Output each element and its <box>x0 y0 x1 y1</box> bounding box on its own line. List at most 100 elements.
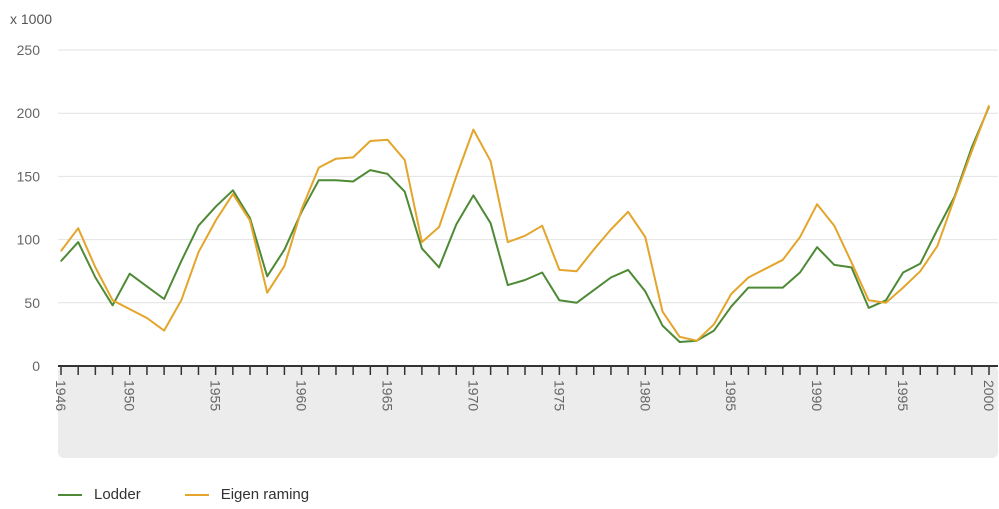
x-tick-label-2000: 2000 <box>981 380 997 411</box>
x-tick-label-1990: 1990 <box>809 380 825 411</box>
point-1-1983 <box>696 340 698 342</box>
point-1-1999 <box>971 150 973 152</box>
point-1-1979 <box>627 211 629 213</box>
point-1-1988 <box>782 259 784 261</box>
x-tick-label-1950: 1950 <box>122 380 138 411</box>
point-1-1997 <box>936 245 939 247</box>
point-1-1977 <box>593 249 595 251</box>
grid-lines <box>58 49 998 304</box>
legend: Lodder Eigen raming <box>58 486 339 503</box>
point-1-1963 <box>352 156 354 159</box>
y-tick-label-250: 250 <box>17 42 41 58</box>
point-1-1984 <box>713 323 715 325</box>
point-1-1995 <box>902 287 904 289</box>
point-0-1984 <box>713 330 715 332</box>
point-1-1962 <box>335 158 337 160</box>
point-1-1950 <box>129 308 131 310</box>
point-1-1949 <box>111 299 114 301</box>
point-0-1962 <box>335 179 337 181</box>
x-tick-label-1965: 1965 <box>380 380 396 411</box>
point-1-1975 <box>558 269 560 271</box>
y-tick-label-0: 0 <box>32 358 40 374</box>
legend-swatch-eigen-raming <box>184 493 209 496</box>
point-0-1973 <box>524 279 526 281</box>
point-1-1991 <box>833 225 835 227</box>
point-1-1947 <box>77 227 79 229</box>
point-0-1991 <box>833 264 835 266</box>
point-1-1980 <box>644 236 646 238</box>
point-1-1969 <box>455 175 457 177</box>
point-0-1979 <box>627 269 629 271</box>
point-1-1955 <box>215 220 217 222</box>
point-0-1959 <box>283 249 286 251</box>
point-1-1981 <box>661 311 664 313</box>
point-1-1946 <box>60 250 62 252</box>
point-0-1977 <box>593 289 595 291</box>
x-axis: 1946 1950 1955 1960 1965 1970 1975 1980 1985 1990… <box>53 365 998 411</box>
point-1-1960 <box>300 208 303 210</box>
point-0-1985 <box>730 305 732 308</box>
point-1-1954 <box>197 251 200 253</box>
point-0-1949 <box>111 304 114 306</box>
point-0-1965 <box>386 173 389 175</box>
point-1-1956 <box>232 193 234 195</box>
point-1-1970 <box>472 129 475 131</box>
point-1-1948 <box>94 266 96 269</box>
point-1-1973 <box>524 235 526 237</box>
point-1-1994 <box>885 302 887 304</box>
point-0-1987 <box>764 287 767 289</box>
y-tick-label-200: 200 <box>17 105 41 121</box>
series-eigen-raming <box>60 105 990 342</box>
point-0-1954 <box>197 225 200 227</box>
point-1-1951 <box>146 317 148 319</box>
point-1-1966 <box>404 159 406 161</box>
point-1-1992 <box>850 261 853 263</box>
point-0-1974 <box>541 271 543 274</box>
point-1-1967 <box>421 241 423 243</box>
point-0-1986 <box>747 287 750 289</box>
legend-label-lodder: Lodder <box>94 486 141 503</box>
point-0-1990 <box>816 246 818 248</box>
point-1-1959 <box>283 265 286 267</box>
point-0-1956 <box>232 189 234 191</box>
y-axis-ticks: 0 50 100 150 200 250 <box>17 42 41 374</box>
point-1-1998 <box>954 197 956 199</box>
point-1-1952 <box>163 330 165 332</box>
point-0-1951 <box>146 285 148 287</box>
point-0-1964 <box>369 169 371 171</box>
point-0-1966 <box>404 190 406 193</box>
x-tick-label-1980: 1980 <box>637 380 653 411</box>
point-0-1953 <box>180 260 182 262</box>
point-0-1993 <box>868 307 870 309</box>
point-1-1985 <box>730 293 732 295</box>
point-0-1994 <box>885 299 887 301</box>
x-axis-band <box>58 366 998 458</box>
legend-item-eigen-raming: Eigen raming <box>184 486 310 503</box>
point-0-1971 <box>490 222 492 224</box>
point-0-1961 <box>318 179 320 181</box>
x-tick-label-1975: 1975 <box>551 380 567 411</box>
point-0-1958 <box>266 275 268 277</box>
legend-label-eigen-raming: Eigen raming <box>220 486 310 503</box>
point-1-1958 <box>266 292 268 294</box>
point-0-1988 <box>782 287 784 289</box>
point-0-1989 <box>799 271 801 274</box>
point-0-1982 <box>679 341 681 343</box>
point-0-1968 <box>438 266 440 269</box>
point-1-1986 <box>747 276 750 279</box>
point-0-1946 <box>60 260 62 262</box>
point-0-1947 <box>77 241 79 243</box>
y-unit-label: x 1000 <box>10 11 52 27</box>
point-0-1950 <box>129 273 131 275</box>
point-1-1953 <box>180 299 182 301</box>
legend-swatch-lodder <box>58 493 82 496</box>
point-1-1965 <box>386 139 389 141</box>
point-1-1989 <box>799 236 801 238</box>
point-0-1955 <box>215 206 217 208</box>
y-tick-label-50: 50 <box>24 295 40 311</box>
point-0-1980 <box>644 290 646 293</box>
point-1-1972 <box>507 241 509 243</box>
point-0-1995 <box>902 271 904 274</box>
x-tick-label-1985: 1985 <box>723 380 739 411</box>
x-tick-label-1955: 1955 <box>208 380 224 411</box>
